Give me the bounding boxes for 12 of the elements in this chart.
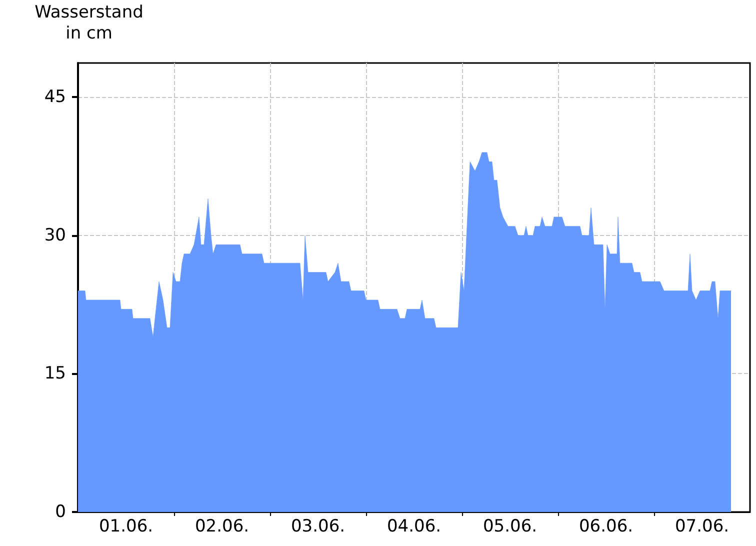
y-tick-label: 0 xyxy=(55,502,66,522)
y-tick-label: 30 xyxy=(44,225,66,246)
x-tick-label: 02.06. xyxy=(194,516,250,536)
x-tick-label: 01.06. xyxy=(98,516,154,536)
x-tick-label: 06.06. xyxy=(578,516,634,536)
x-tick-label: 04.06. xyxy=(386,516,442,536)
x-tick-label: 07.06. xyxy=(674,516,730,536)
x-tick-label: 03.06. xyxy=(290,516,346,536)
y-axis-title: Wasserstand in cm xyxy=(34,2,144,44)
y-tick-label: 45 xyxy=(44,87,66,108)
y-tick-label: 15 xyxy=(44,364,66,384)
x-tick-label: 05.06. xyxy=(482,516,538,536)
